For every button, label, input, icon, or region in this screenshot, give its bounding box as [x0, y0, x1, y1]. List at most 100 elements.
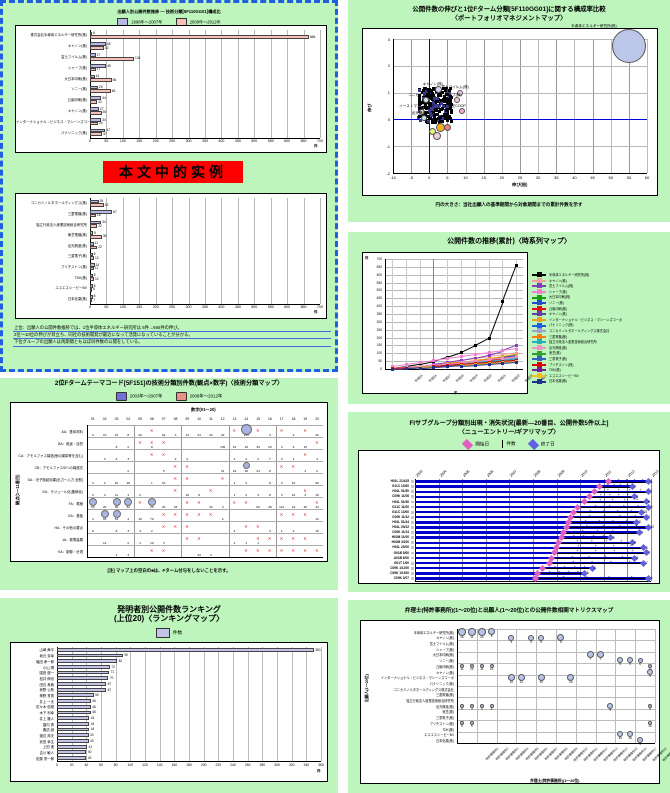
- x-marker: ✕: [256, 537, 260, 541]
- legend-label: 東芝(株): [549, 351, 561, 355]
- series-line: [420, 367, 434, 369]
- x-marker: ✕: [292, 465, 296, 469]
- gridline-v: [238, 30, 239, 138]
- panel-d-legend: 2003年～2007年 2008年～2012年: [0, 392, 338, 401]
- x-axis: [393, 173, 647, 174]
- bar-value: 82: [119, 659, 123, 663]
- y-tick-label: 550: [363, 281, 382, 285]
- x-marker: ✕: [303, 513, 307, 517]
- x-tick-label: 140: [153, 763, 167, 767]
- cell-value: 10: [288, 494, 300, 497]
- point-value: 6: [634, 663, 646, 666]
- cell-value: 3: [134, 530, 146, 533]
- data-bubble: [433, 132, 441, 140]
- gridline-v: [287, 198, 288, 304]
- x-tick-label: 12: [218, 417, 228, 421]
- tick-plus: +: [629, 489, 631, 493]
- legend-swatch: [532, 280, 546, 282]
- gridline-h: [457, 732, 655, 733]
- tick-plus: +: [563, 576, 565, 580]
- x-axis-title: 件: [314, 144, 318, 149]
- x-tick-label: 2004: [439, 469, 447, 477]
- x-tick-label: 2012: [627, 469, 635, 477]
- gridline-v: [248, 647, 249, 761]
- gridline-h: [87, 521, 323, 522]
- x-marker: ✕: [185, 501, 189, 505]
- y-axis-title: 件: [365, 255, 368, 260]
- count-label: 8: [639, 520, 641, 524]
- tick-plus: +: [606, 540, 608, 544]
- gridline-h: [87, 437, 323, 438]
- x-tick-label: 10: [194, 417, 204, 421]
- data-point: [427, 89, 430, 92]
- tick-plus: +: [619, 515, 621, 519]
- cell-value: 20: [146, 506, 158, 509]
- bar: [57, 693, 94, 697]
- x-tick-label: 450: [231, 139, 245, 143]
- x-tick-label: 0: [422, 175, 436, 180]
- gridline-v: [611, 39, 612, 173]
- row-marker: [411, 506, 414, 509]
- bar: [57, 671, 109, 675]
- series-line: [461, 365, 475, 367]
- x-tick-label: 350: [198, 305, 212, 309]
- category-label: コニカミノルタホールディングス(株): [16, 200, 87, 205]
- bar: [90, 122, 98, 126]
- legend-swatch: [532, 364, 546, 366]
- bar-value: 44: [91, 716, 95, 720]
- row-label: エスエスシーピーBV: [361, 732, 454, 737]
- legend-label: パナソニック(株): [549, 323, 573, 327]
- bar-value: 67: [108, 682, 112, 686]
- legend-swatch: [532, 274, 546, 276]
- cell-value: 2: [146, 530, 158, 533]
- row-label: AA：基体材料: [11, 429, 83, 434]
- row-label: C09K 11/42: [359, 515, 409, 519]
- y-tick-label: 1: [377, 90, 390, 95]
- count-label: 7: [634, 485, 636, 489]
- x-marker: ✕: [303, 549, 307, 553]
- x-tick-label: -10: [386, 175, 400, 180]
- tick-plus: +: [591, 540, 593, 544]
- tick-plus: +: [593, 535, 595, 539]
- row-marker: [411, 526, 414, 529]
- legend-swatch: [532, 375, 546, 377]
- series-line: [433, 366, 447, 368]
- bar: [57, 739, 89, 743]
- gridline-v: [304, 30, 305, 138]
- tick-plus: +: [609, 494, 611, 498]
- x-marker: ✕: [315, 441, 319, 445]
- gridline-v: [433, 259, 434, 369]
- legend-item: 東芝(株): [532, 350, 561, 355]
- tick-plus: +: [617, 510, 619, 514]
- legend-item: 終了日: [529, 441, 555, 448]
- y-tick-label: 250: [363, 328, 382, 332]
- point-label: 東芝COOP: [448, 104, 466, 109]
- tick-plus: +: [618, 479, 620, 483]
- y-axis: [87, 425, 88, 557]
- cell-value: 1: [229, 494, 241, 497]
- bar-value: 70: [110, 676, 114, 680]
- x-tick-label: 04: [123, 417, 133, 421]
- legend-swatch: [532, 291, 546, 293]
- cell-value: 10: [311, 530, 323, 533]
- panel-c-plot: 0501001502002503003504004505005506006507…: [362, 252, 528, 394]
- y-axis-title: 出願人(1～20位): [365, 674, 370, 702]
- cell-value: 20: [205, 434, 217, 437]
- row-marker: [411, 572, 414, 575]
- tick-plus: +: [589, 515, 591, 519]
- gridline-h: [87, 449, 323, 450]
- data-bubble: [113, 510, 121, 518]
- cell-value: 24: [229, 470, 241, 473]
- category-label: 富士フイルム(株): [16, 54, 87, 59]
- row-label: C09K 11/24: [359, 530, 409, 534]
- tick-plus: +: [620, 540, 622, 544]
- row-label: ブリヂストン(株): [361, 721, 454, 726]
- bar: [90, 111, 102, 115]
- x-marker: ✕: [162, 549, 166, 553]
- bar: [57, 722, 89, 726]
- count-label: 9: [634, 541, 636, 545]
- legend-item: 三重電子(株): [532, 356, 567, 361]
- legend-item: 件数: [156, 628, 182, 638]
- x-tick-label: 600: [280, 139, 294, 143]
- y-tick-label: 0: [363, 367, 382, 371]
